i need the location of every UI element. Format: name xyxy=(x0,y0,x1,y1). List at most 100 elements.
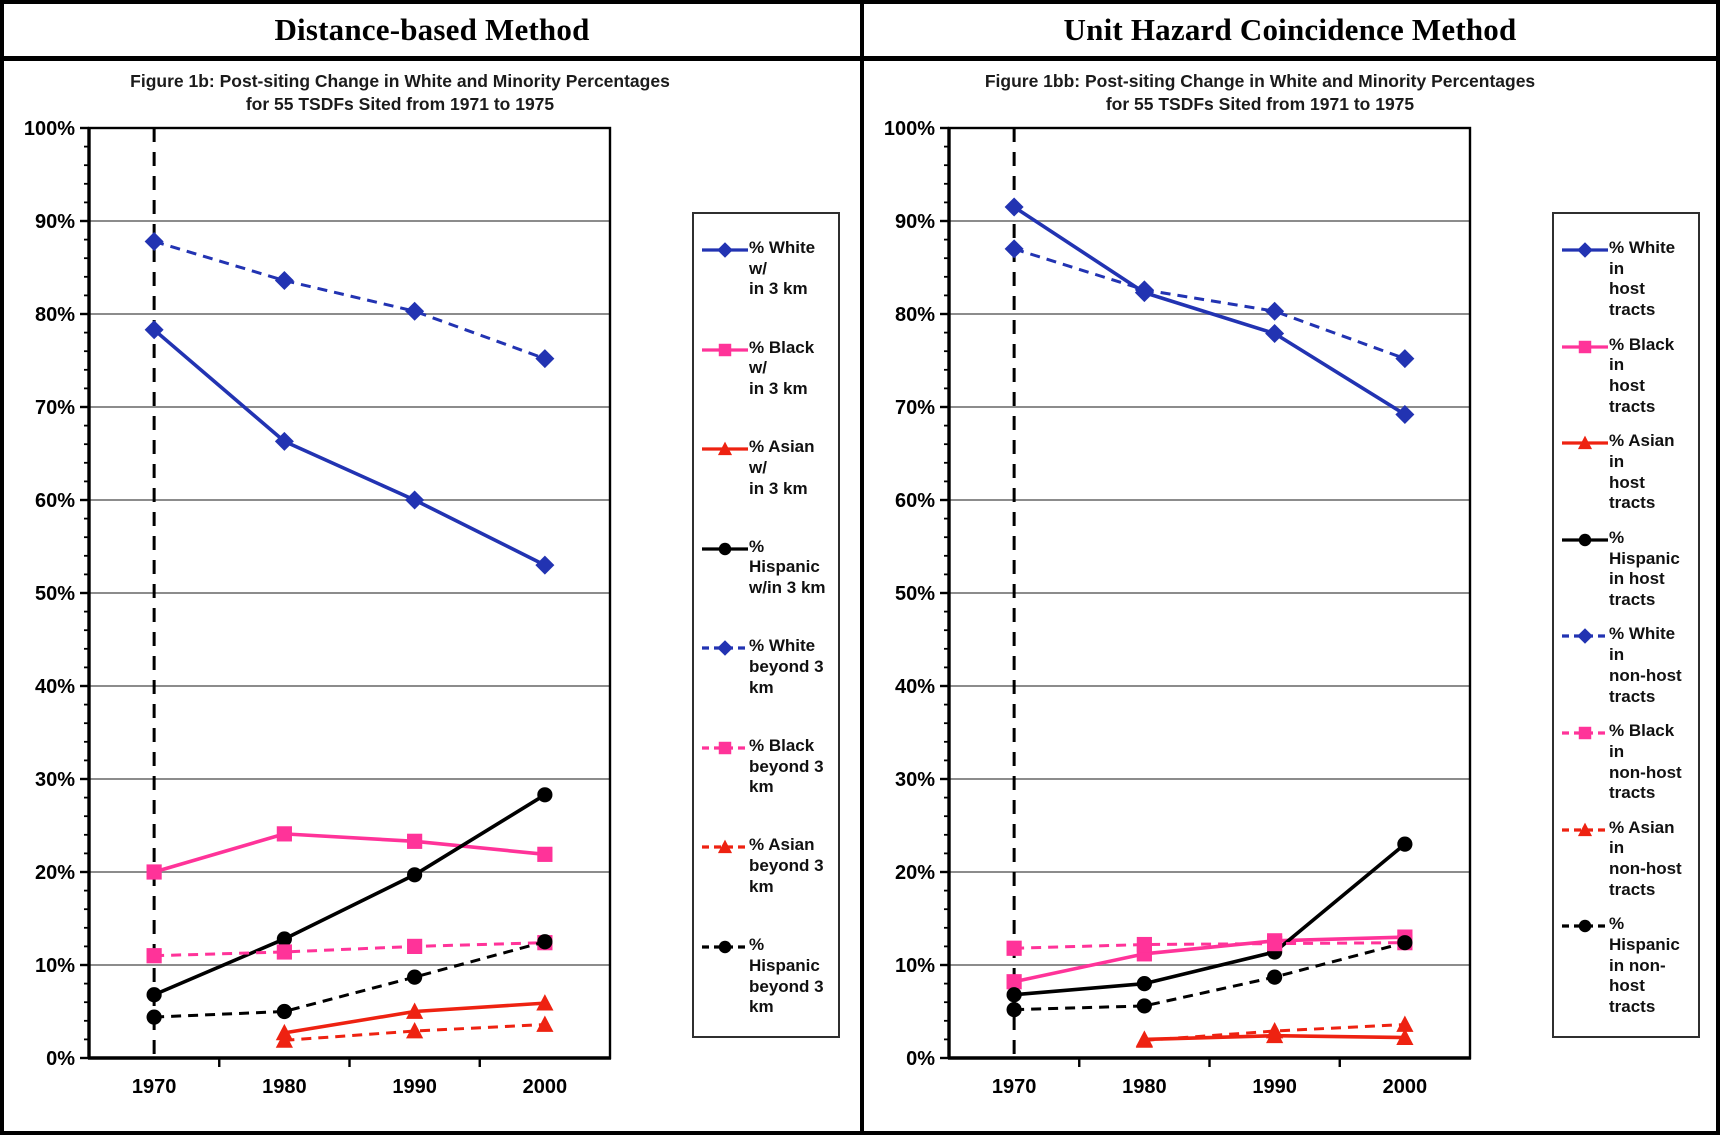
series-line-0 xyxy=(152,328,546,567)
circle-marker-icon xyxy=(276,931,292,947)
chart-area: Figure 1b: Post-siting Change in White a… xyxy=(4,61,860,1131)
legend-item: % White w/in 3 km xyxy=(702,238,834,300)
square-marker-icon xyxy=(718,741,732,755)
legend-swatch xyxy=(702,640,748,657)
x-axis-label: 1980 xyxy=(1122,1076,1167,1098)
legend-label: % Hispanic in host tracts xyxy=(1609,527,1680,610)
square-marker-icon xyxy=(146,948,162,964)
y-axis-label: 80% xyxy=(35,304,75,326)
diamond-marker-icon xyxy=(144,231,164,251)
legend-swatch xyxy=(1562,726,1608,740)
legend-swatch xyxy=(702,840,748,854)
diamond-marker-icon xyxy=(1265,324,1285,344)
legend-label: % Asian in non-host tracts xyxy=(1609,817,1682,899)
legend-swatch xyxy=(702,940,748,954)
series-line-0 xyxy=(1013,205,1406,416)
circle-marker-icon xyxy=(276,1003,292,1020)
diamond-marker-icon xyxy=(1004,197,1024,217)
square-marker-icon xyxy=(276,826,292,842)
legend-swatch xyxy=(1562,533,1608,547)
legend-swatch xyxy=(702,343,748,356)
panel-title: Unit Hazard Coincidence Method xyxy=(1063,12,1517,47)
chart-subtitle-line1: Figure 1bb: Post-siting Change in White … xyxy=(984,71,1536,91)
circle-marker-icon xyxy=(1006,1002,1022,1018)
chart-plot: 0% 10% 20% 30% 40% 50% 60% 70% 80% 90% 100% 1970 198… xyxy=(884,118,1472,1098)
circle-marker-icon xyxy=(407,867,423,883)
legend-item: % White in host tracts xyxy=(1562,238,1694,321)
legend-swatch xyxy=(702,741,748,755)
panel-header: Distance-based Method xyxy=(4,4,860,61)
legend-item: % White in non-host tracts xyxy=(1562,624,1694,707)
square-marker-icon xyxy=(1006,974,1022,990)
square-marker-icon xyxy=(407,938,423,954)
x-axis-label: 1990 xyxy=(392,1076,437,1098)
square-marker-icon xyxy=(1578,340,1592,353)
triangle-marker-icon xyxy=(1266,1022,1284,1039)
x-axis-label: 1970 xyxy=(992,1076,1037,1098)
diamond-marker-icon xyxy=(274,271,294,291)
y-axis-label: 70% xyxy=(895,397,935,419)
legend-label: % Hispanic w/in 3 km xyxy=(749,536,826,598)
diamond-marker-icon xyxy=(1265,301,1285,321)
square-marker-icon xyxy=(1136,936,1152,953)
x-axis-label: 1970 xyxy=(132,1076,177,1098)
series-line-3 xyxy=(1013,842,1407,997)
legend-swatch xyxy=(1562,628,1608,645)
square-marker-icon xyxy=(1006,940,1022,956)
diamond-marker-icon xyxy=(274,431,294,451)
series-line-6 xyxy=(1144,1023,1405,1042)
legend-item: % Black in non-host tracts xyxy=(1562,721,1694,804)
legend-item: % Hispanic in non-host tracts xyxy=(1562,914,1694,1018)
diamond-marker-icon xyxy=(144,320,164,340)
square-marker-icon xyxy=(718,343,732,356)
triangle-marker-icon xyxy=(536,994,554,1011)
legend-label: % White w/in 3 km xyxy=(749,238,816,299)
chart-plot: 0% 10% 20% 30% 40% 50% 60% 70% 80% 90% 100% 1970 198… xyxy=(24,118,612,1098)
circle-marker-icon xyxy=(146,987,162,1003)
panel-header: Unit Hazard Coincidence Method xyxy=(864,4,1716,61)
series-line-5 xyxy=(154,941,545,958)
y-axis-label: 20% xyxy=(895,862,935,884)
chart-subtitle: Figure 1bb: Post-siting Change in White … xyxy=(864,70,1656,116)
triangle-marker-icon xyxy=(1396,1028,1414,1045)
legend-item: % Hispanic in host tracts xyxy=(1562,528,1694,611)
diamond-marker-icon xyxy=(405,490,425,510)
x-axis-label: 1980 xyxy=(262,1076,307,1098)
diamond-marker-icon xyxy=(717,242,733,258)
circle-marker-icon xyxy=(1397,836,1413,852)
legend-item: % Black in host tracts xyxy=(1562,335,1694,418)
diamond-marker-icon xyxy=(1004,239,1024,259)
y-axis-label: 50% xyxy=(35,583,75,605)
legend-label: % Black w/in 3 km xyxy=(749,337,815,399)
y-axis-label: 40% xyxy=(35,676,75,698)
diamond-marker-icon xyxy=(1577,628,1593,645)
circle-marker-icon xyxy=(537,787,553,803)
square-marker-icon xyxy=(407,833,423,849)
legend-label: % Black beyond 3 km xyxy=(749,735,824,797)
legend-swatch xyxy=(1562,920,1608,933)
chart-area: Figure 1bb: Post-siting Change in White … xyxy=(864,61,1716,1131)
series-line-5 xyxy=(1014,941,1405,950)
circle-marker-icon xyxy=(537,934,553,950)
chart-legend: % White in host tracts % Black in host trac… xyxy=(1552,212,1700,1038)
legend-label: % Black in host tracts xyxy=(1609,334,1675,416)
y-axis-label: 60% xyxy=(35,490,75,512)
circle-marker-icon xyxy=(1578,920,1592,933)
series-line-4 xyxy=(153,240,546,361)
chart-subtitle-line2: for 55 TSDFs Sited from 1971 to 1975 xyxy=(245,94,555,115)
circle-marker-icon xyxy=(407,969,423,985)
legend-label: % White beyond 3 km xyxy=(749,636,824,697)
series-line-1 xyxy=(153,832,546,874)
y-axis-label: 30% xyxy=(895,769,935,791)
legend-label: % White in non-host tracts xyxy=(1609,624,1682,706)
circle-marker-icon xyxy=(1136,998,1152,1014)
series-line-7 xyxy=(1014,941,1406,1012)
y-axis-label: 90% xyxy=(895,211,935,233)
legend-item: % Hispanic beyond 3 km xyxy=(702,935,834,1018)
circle-marker-icon xyxy=(1578,533,1592,547)
series-line-6 xyxy=(284,1023,545,1042)
diamond-marker-icon xyxy=(535,555,555,575)
legend-item: % Asian beyond 3 km xyxy=(702,835,834,897)
square-marker-icon xyxy=(1578,726,1592,740)
legend-label: % Asian in host tracts xyxy=(1609,431,1675,513)
